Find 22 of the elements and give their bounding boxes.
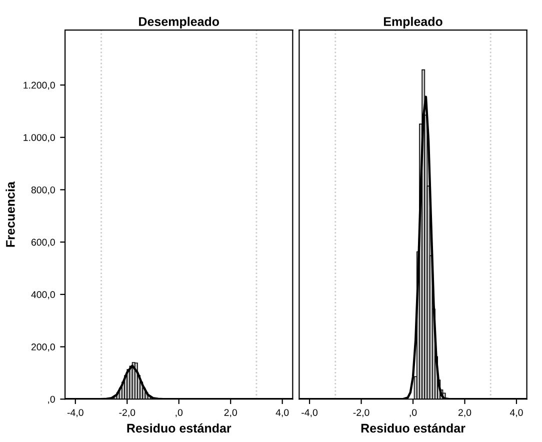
x-tick-label: 2,0: [224, 409, 237, 418]
x-tick-label: 4,0: [510, 409, 523, 418]
y-axis-title: Frecuencia: [6, 182, 15, 247]
x-tick-label: ,0: [176, 409, 183, 418]
y-tick-label: 1.000,0: [24, 134, 55, 142]
y-tick-label: 400,0: [31, 291, 55, 300]
y-tick-label: 200,0: [31, 344, 55, 352]
x-axis-title: Residuo estándar: [127, 423, 232, 433]
y-tick-label: 1.200,0: [24, 82, 55, 90]
chart-title: Empleado: [384, 16, 442, 28]
x-tick-label: 4,0: [276, 409, 289, 418]
x-tick-label: -2,0: [353, 409, 370, 418]
x-tick-label: -4,0: [302, 409, 318, 418]
x-tick-label: ,0: [410, 409, 417, 418]
chart-title: Desempleado: [139, 16, 220, 28]
x-axis-title: Residuo estándar: [361, 423, 466, 433]
y-tick-label: ,0: [48, 396, 55, 404]
y-tick-label: 600,0: [31, 238, 55, 247]
x-tick-label: 2,0: [458, 409, 472, 418]
x-tick-label: -2,0: [119, 409, 136, 418]
x-tick-label: -4,0: [67, 409, 84, 418]
y-tick-label: 800,0: [31, 186, 55, 194]
